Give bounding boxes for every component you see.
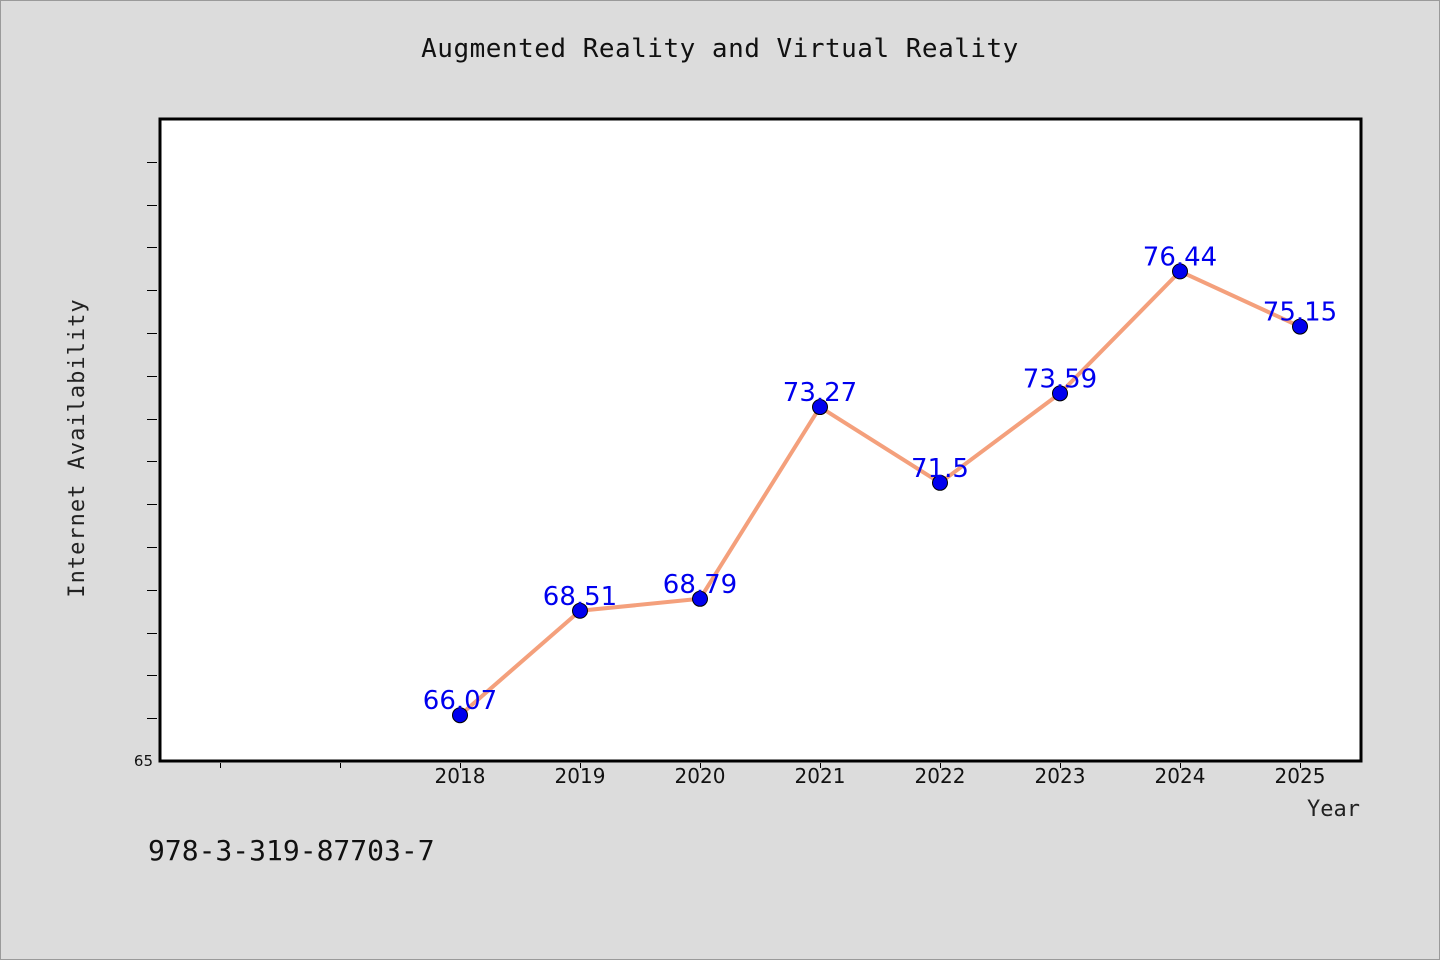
data-point	[812, 399, 828, 416]
data-point	[932, 474, 948, 491]
data-point	[692, 590, 708, 607]
data-label: 68.79	[663, 570, 737, 600]
x-tick-label: 2019	[555, 764, 606, 788]
plot-area	[158, 117, 1363, 763]
x-tick-label: 2022	[915, 764, 966, 788]
y-axis-label: Internet Availability	[65, 298, 90, 597]
x-tick-label: 2020	[675, 764, 726, 788]
x-tick-labels: 2018 2019 2020 2021 2022 2023 2024 2025	[435, 764, 1326, 788]
axis-ticks	[147, 162, 1301, 768]
data-label: 73.27	[783, 378, 857, 408]
isbn-footer: 978-3-319-87703-7	[148, 834, 435, 867]
data-point	[452, 707, 468, 724]
data-point	[1052, 385, 1068, 402]
data-label: 66.07	[423, 686, 497, 716]
data-labels: 66.07 68.51 68.79 73.27 71.5 73.59 76.44 75.15	[423, 242, 1337, 716]
data-label: 75.15	[1263, 298, 1337, 328]
data-label: 76.44	[1143, 242, 1217, 272]
data-label: 73.59	[1023, 364, 1097, 394]
x-tick-label: 2018	[435, 764, 486, 788]
x-axis-label: Year	[1307, 797, 1360, 822]
data-point	[1172, 263, 1188, 280]
x-tick-label: 2021	[795, 764, 846, 788]
data-label: 71.5	[911, 454, 969, 484]
chart-title: Augmented Reality and Virtual Reality	[421, 34, 1019, 64]
x-tick-label: 2024	[1155, 764, 1206, 788]
x-tick-label: 2023	[1035, 764, 1086, 788]
data-label: 68.51	[543, 582, 617, 612]
series-line	[458, 269, 1302, 718]
data-point	[1292, 318, 1308, 335]
x-tick-label: 2025	[1275, 764, 1326, 788]
data-markers	[452, 263, 1308, 724]
y-tick-label-min: 65	[134, 752, 153, 770]
data-point	[572, 602, 588, 619]
